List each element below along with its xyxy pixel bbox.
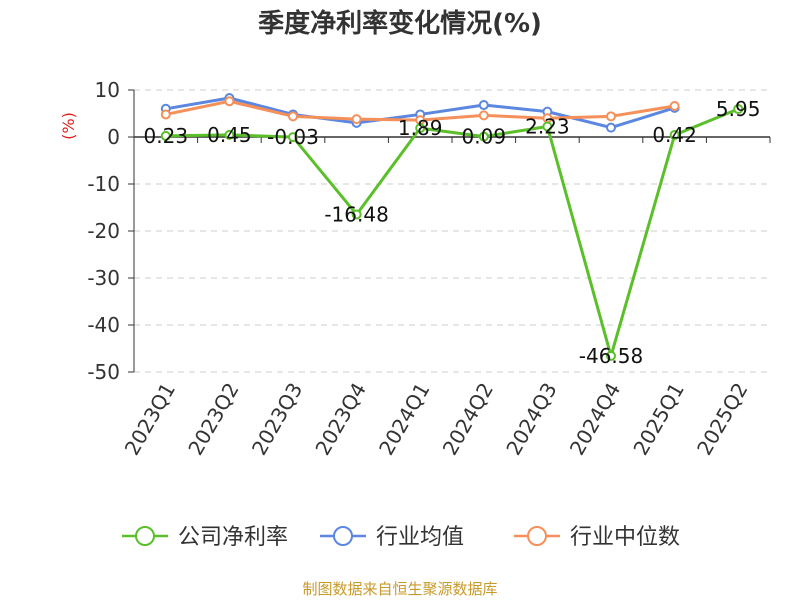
legend-item[interactable]: 行业中位数 — [514, 525, 680, 550]
data-point[interactable] — [351, 209, 362, 220]
y-tick-label: -10 — [87, 172, 120, 196]
source-note: 制图数据来自恒生聚源数据库 — [302, 580, 497, 598]
y-tick-label: -20 — [87, 219, 120, 243]
x-tick-labels: 2023Q1 2023Q2 2023Q3 2023Q4 2024Q1 2024Q2 2024… — [120, 379, 753, 460]
data-label: 0.23 — [144, 124, 189, 148]
data-labels: 0.23 0.45 -0.03 -16.48 1.89 0.09 2.23 -46.58 0.4… — [144, 97, 761, 368]
data-point[interactable] — [288, 111, 298, 122]
legend-marker — [135, 526, 155, 546]
data-label: -46.58 — [579, 344, 643, 368]
x-tick-label: 2025Q1 — [628, 379, 688, 460]
data-point[interactable] — [224, 129, 235, 140]
data-point[interactable] — [542, 121, 553, 132]
legend-marker — [333, 526, 353, 546]
data-label: 5.95 — [716, 97, 761, 121]
data-label: 1.89 — [398, 116, 443, 140]
y-tick-label: -50 — [87, 360, 120, 384]
data-point[interactable] — [351, 114, 362, 125]
data-label: -16.48 — [324, 202, 388, 226]
x-tick-label: 2023Q2 — [183, 379, 243, 460]
data-point[interactable] — [733, 104, 744, 115]
legend-label: 公司净利率 — [178, 525, 288, 550]
y-tick-label: -30 — [87, 266, 120, 290]
chart-title: 季度净利率变化情况(%) — [258, 8, 542, 39]
data-label: -0.03 — [267, 125, 319, 149]
data-point[interactable] — [478, 110, 489, 121]
legend-label: 行业均值 — [376, 525, 464, 550]
y-tick-label: 0 — [107, 125, 120, 149]
y-tick-label: -40 — [87, 313, 120, 337]
data-point[interactable] — [288, 132, 298, 143]
legend-label: 行业中位数 — [570, 525, 680, 550]
x-tick-label: 2024Q4 — [565, 379, 625, 460]
data-point[interactable] — [415, 123, 426, 134]
legend-item[interactable]: 公司净利率 — [122, 525, 288, 550]
legend[interactable]: 公司净利率 行业均值 行业中位数 — [122, 525, 680, 550]
x-tick-label: 2024Q3 — [501, 379, 561, 460]
gridlines — [128, 89, 770, 373]
axes — [133, 90, 771, 372]
x-tick-label: 2023Q3 — [247, 379, 307, 460]
data-label: 0.09 — [462, 125, 507, 149]
data-point[interactable] — [224, 96, 235, 107]
x-tick-label: 2024Q1 — [374, 379, 434, 460]
y-unit-label: (%) — [59, 112, 78, 140]
x-tick-label: 2025Q2 — [692, 379, 752, 460]
data-point[interactable] — [669, 130, 680, 141]
data-point[interactable] — [606, 111, 616, 122]
data-point[interactable] — [478, 100, 489, 111]
series-line-0 — [165, 107, 739, 358]
data-point[interactable] — [669, 100, 680, 111]
y-tick-label: 10 — [95, 78, 120, 102]
x-tick-label: 2023Q1 — [120, 379, 180, 460]
data-point[interactable] — [478, 131, 489, 142]
data-label: 2.23 — [525, 115, 570, 139]
data-point[interactable] — [160, 109, 171, 120]
x-tick-label: 2023Q4 — [310, 379, 370, 460]
data-label: 0.45 — [207, 123, 252, 147]
data-point[interactable] — [160, 130, 171, 141]
data-point[interactable] — [606, 122, 616, 133]
y-tick-labels: 10 0 -10 -20 -30 -40 -50 — [87, 78, 120, 384]
series-layer — [160, 92, 744, 361]
x-tick-label: 2024Q2 — [438, 379, 498, 460]
data-point[interactable] — [606, 350, 616, 361]
data-label: 0.42 — [652, 123, 697, 147]
legend-marker — [527, 526, 547, 546]
legend-item[interactable]: 行业均值 — [320, 525, 464, 550]
